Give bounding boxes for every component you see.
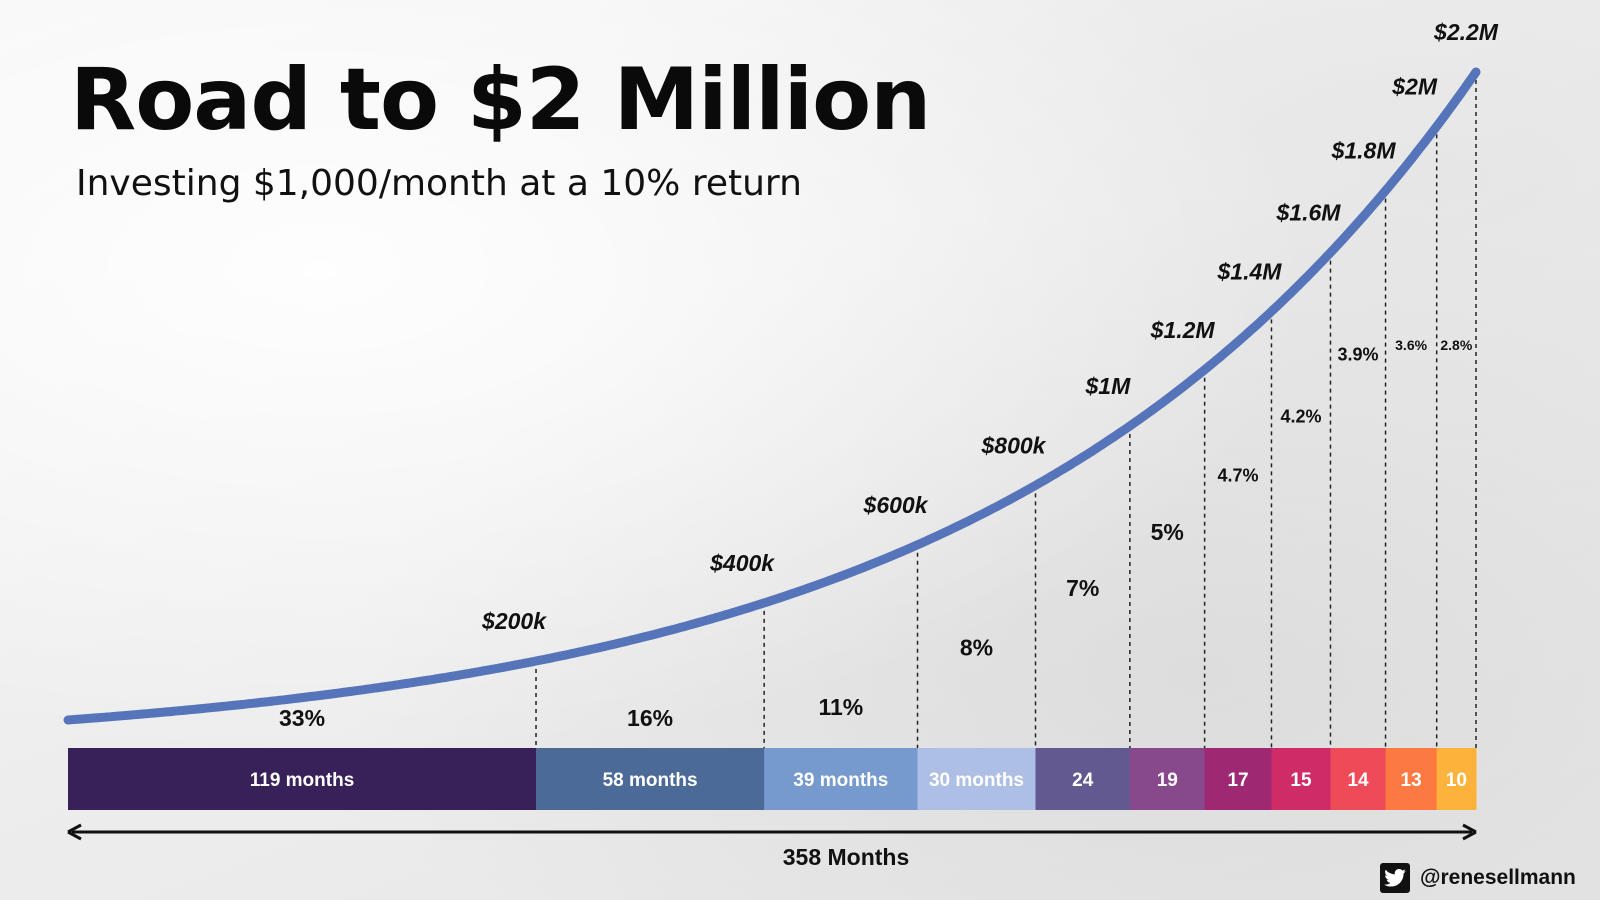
segment-months-label: 30 months bbox=[929, 770, 1024, 791]
twitter-handle-text: @renesellmann bbox=[1420, 866, 1576, 889]
segment-bar bbox=[536, 748, 765, 810]
segment-percent-label: 11% bbox=[818, 694, 863, 720]
milestone-value-label: $800k bbox=[981, 432, 1047, 458]
segment-percent-label: 5% bbox=[1151, 519, 1184, 545]
segment-bar bbox=[68, 748, 537, 810]
segment-months-label: 14 bbox=[1347, 770, 1369, 791]
chart-title: Road to $2 Million bbox=[70, 50, 931, 150]
milestone-value-label: $1.6M bbox=[1276, 200, 1342, 226]
milestone-value-label: $2M bbox=[1391, 73, 1438, 99]
milestone-value-label: $1.2M bbox=[1150, 317, 1216, 343]
segment-months-label: 17 bbox=[1227, 770, 1248, 791]
segment-months-label: 13 bbox=[1401, 770, 1422, 791]
segment-percent-label: 16% bbox=[627, 705, 673, 731]
segment-percent-label: 4.2% bbox=[1280, 407, 1321, 427]
milestone-value-label: $1M bbox=[1085, 373, 1132, 399]
milestone-value-label: $1.4M bbox=[1217, 258, 1283, 284]
segment-percent-label: 2.8% bbox=[1440, 337, 1472, 353]
milestone-value-label: $2.2M bbox=[1433, 19, 1499, 45]
milestone-value-label: $600k bbox=[863, 492, 929, 518]
twitter-handle[interactable]: @renesellmann bbox=[1380, 863, 1576, 893]
total-months-label: 358 Months bbox=[783, 844, 910, 870]
segment-months-label: 39 months bbox=[793, 770, 888, 791]
segment-percent-label: 3.6% bbox=[1395, 337, 1427, 353]
segment-bar bbox=[1204, 748, 1272, 810]
milestone-value-label: $400k bbox=[709, 550, 775, 576]
segment-percent-label: 8% bbox=[960, 634, 993, 660]
segment-bar bbox=[1035, 748, 1131, 810]
milestone-value-label: $1.8M bbox=[1331, 138, 1397, 164]
timeline-arrow-left-icon bbox=[67, 823, 82, 841]
segment-bar bbox=[1436, 748, 1477, 810]
segment-months-label: 58 months bbox=[603, 770, 698, 791]
segment-months-label: 24 bbox=[1072, 770, 1094, 791]
segment-months-label: 19 bbox=[1157, 770, 1178, 791]
segment-bar bbox=[1385, 748, 1438, 810]
timeline-arrow-right-icon bbox=[1462, 823, 1477, 841]
segment-percent-label: 4.7% bbox=[1218, 465, 1259, 485]
growth-curve bbox=[63, 67, 1481, 725]
twitter-bird-icon bbox=[1380, 863, 1410, 893]
segment-bar bbox=[764, 748, 919, 810]
segment-percent-label: 7% bbox=[1066, 575, 1099, 601]
segment-bar bbox=[1271, 748, 1331, 810]
segment-bar bbox=[1129, 748, 1206, 810]
segment-bar bbox=[917, 748, 1037, 810]
segment-percent-label: 33% bbox=[279, 705, 325, 731]
segment-months-label: 10 bbox=[1446, 770, 1467, 791]
chart-subtitle: Investing $1,000/month at a 10% return bbox=[76, 163, 802, 204]
segment-months-label: 15 bbox=[1290, 770, 1312, 791]
segment-percent-label: 3.9% bbox=[1337, 345, 1378, 365]
milestone-value-label: $200k bbox=[481, 608, 547, 634]
segment-bar bbox=[1330, 748, 1387, 810]
segment-months-label: 119 months bbox=[250, 770, 355, 791]
